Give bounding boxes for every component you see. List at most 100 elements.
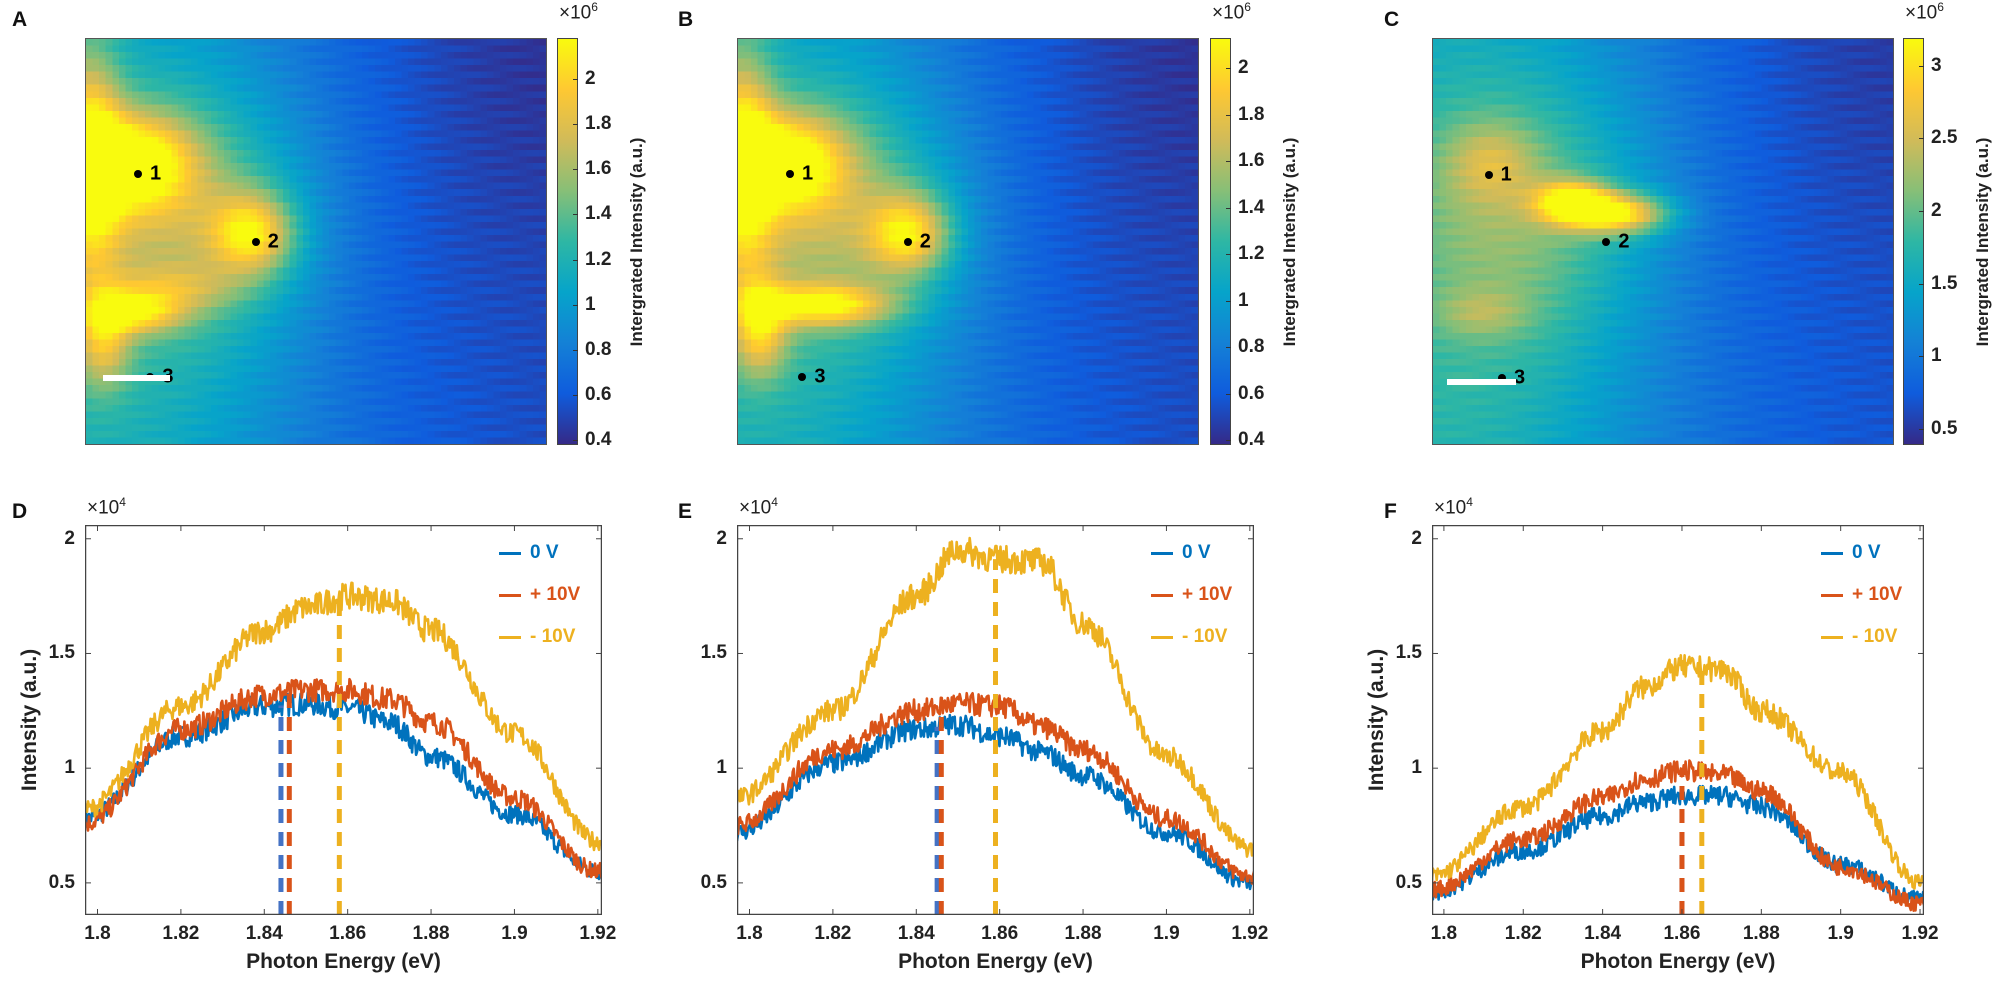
axes-box [1432, 525, 1924, 915]
x-tick-label: 1.84 [897, 923, 935, 944]
y-tick-label: 1.5 [700, 642, 727, 664]
colorbar-tick-label: 1.2 [585, 248, 612, 270]
line-plot-f [1432, 525, 1924, 915]
colorbar-tick-label: 1.8 [585, 112, 612, 134]
x-tick-label: 1.82 [162, 923, 200, 944]
series-line-10v [85, 677, 602, 880]
legend-label: - 10V [1852, 626, 1898, 647]
colorbar-tick-label: 1.4 [1238, 196, 1265, 218]
colorbar-tick-mark [1919, 210, 1924, 212]
colorbar-tick-mark [1919, 138, 1924, 140]
colorbar-tick-mark [573, 78, 578, 80]
colorbar-c [1903, 38, 1924, 445]
y-axis-label: Intensity (a.u.) [18, 648, 41, 792]
x-tick-label: 1.8 [84, 923, 111, 944]
colorbar-tick-label: 0.8 [1238, 336, 1265, 358]
y-tick-label: 2 [64, 527, 75, 549]
y-tick-label: 0.5 [700, 871, 727, 893]
legend-swatch [499, 593, 521, 597]
marker-point-1 [785, 170, 794, 179]
x-tick-label: 1.88 [412, 923, 450, 944]
colorbar-label: Intergrated Intensity (a.u.) [627, 137, 646, 346]
colorbar-multiplier: ×106 [1905, 0, 1944, 24]
colorbar-tick-mark [573, 440, 578, 442]
marker-label-3: 3 [1514, 366, 1526, 389]
series-line-10v [1432, 654, 1924, 890]
marker-label-2: 2 [919, 230, 931, 252]
x-axis-label: Photon Energy (eV) [246, 950, 441, 973]
y-tick-label: 1 [716, 757, 727, 779]
y-tick-label: 2 [716, 527, 727, 549]
y-axis-multiplier: ×104 [1434, 495, 1473, 519]
y-tick-label: 1.5 [1395, 642, 1422, 664]
colorbar-tick-mark [1226, 393, 1231, 395]
legend-swatch [1151, 635, 1173, 639]
colorbar-tick-mark [1919, 65, 1924, 67]
heatmap-image [86, 39, 546, 444]
line-plot-d [85, 525, 602, 915]
axes-box [85, 525, 602, 915]
marker-point-2 [251, 237, 260, 246]
legend-label: 0 V [1852, 542, 1881, 563]
colorbar-tick-label: 1.5 [1931, 272, 1958, 294]
colorbar-tick-mark [1226, 254, 1231, 256]
colorbar-tick-mark [1226, 347, 1231, 349]
colorbar-tick-label: 2 [585, 67, 596, 89]
x-tick-label: 1.9 [1827, 923, 1854, 944]
heatmap-a: 123 [85, 38, 547, 445]
colorbar-b [1210, 38, 1231, 445]
colorbar-tick-mark [1919, 283, 1924, 285]
colorbar-tick-label: 0.4 [585, 429, 612, 451]
colorbar-tick-mark [573, 123, 578, 125]
colorbar-tick-label: 1.6 [1238, 150, 1265, 172]
x-tick-label: 1.88 [1742, 923, 1780, 944]
colorbar-tick-mark [1919, 429, 1924, 430]
colorbar-tick-mark [1226, 207, 1231, 209]
panel-letter-b: B [678, 8, 694, 31]
marker-point-1 [133, 170, 142, 179]
colorbar-tick-label: 1 [1238, 289, 1249, 311]
legend-label: 0 V [530, 542, 559, 563]
multiplier-base: ×10 [87, 497, 120, 519]
legend-swatch [1151, 593, 1173, 597]
legend-label: + 10V [1182, 584, 1233, 605]
colorbar-tick-mark [1919, 356, 1924, 358]
line-plot-e [737, 525, 1254, 915]
colorbar-tick-label: 0.5 [1931, 418, 1958, 439]
colorbar-tick-mark [1226, 114, 1231, 116]
x-tick-label: 1.86 [1663, 923, 1701, 944]
colorbar-multiplier: ×106 [559, 0, 598, 24]
heatmap-b: 1 2 3 [737, 38, 1199, 445]
colorbar-tick-label: 0.4 [1238, 429, 1265, 451]
colorbar-tick-label: 1 [585, 293, 596, 315]
legend-swatch [499, 551, 521, 555]
colorbar-tick-label: 0.8 [585, 339, 612, 361]
x-tick-label: 1.92 [1231, 923, 1269, 944]
scale-bar [1446, 379, 1516, 386]
multiplier-exponent: 4 [119, 495, 126, 509]
colorbar-tick-label: 1.4 [585, 203, 612, 225]
colorbar-a [557, 38, 578, 445]
multiplier-base: ×10 [1905, 2, 1938, 24]
colorbar-tick-mark [573, 169, 578, 171]
multiplier-exponent: 6 [1244, 0, 1251, 14]
marker-label-3: 3 [814, 365, 826, 388]
colorbar-tick-label: 1 [1931, 345, 1942, 367]
panel-letter-d: D [12, 500, 28, 523]
legend-swatch [1821, 551, 1843, 555]
y-tick-label: 1.5 [48, 642, 75, 664]
series-line-0v [1432, 784, 1924, 905]
colorbar-tick-mark [573, 395, 578, 397]
colorbar-multiplier: ×106 [1212, 0, 1251, 24]
y-tick-label: 2 [1411, 527, 1422, 549]
y-tick-label: 0.5 [48, 871, 75, 893]
x-tick-label: 1.86 [329, 923, 367, 944]
colorbar-tick-label: 1.2 [1238, 243, 1265, 265]
legend-swatch [499, 635, 521, 639]
panel-letter-e: E [678, 500, 693, 523]
colorbar-tick-label: 1.6 [585, 158, 612, 180]
colorbar-tick-mark [573, 304, 578, 306]
x-tick-label: 1.8 [736, 923, 763, 944]
colorbar-tick-label: 2 [1238, 57, 1249, 79]
x-tick-label: 1.9 [1153, 923, 1180, 944]
